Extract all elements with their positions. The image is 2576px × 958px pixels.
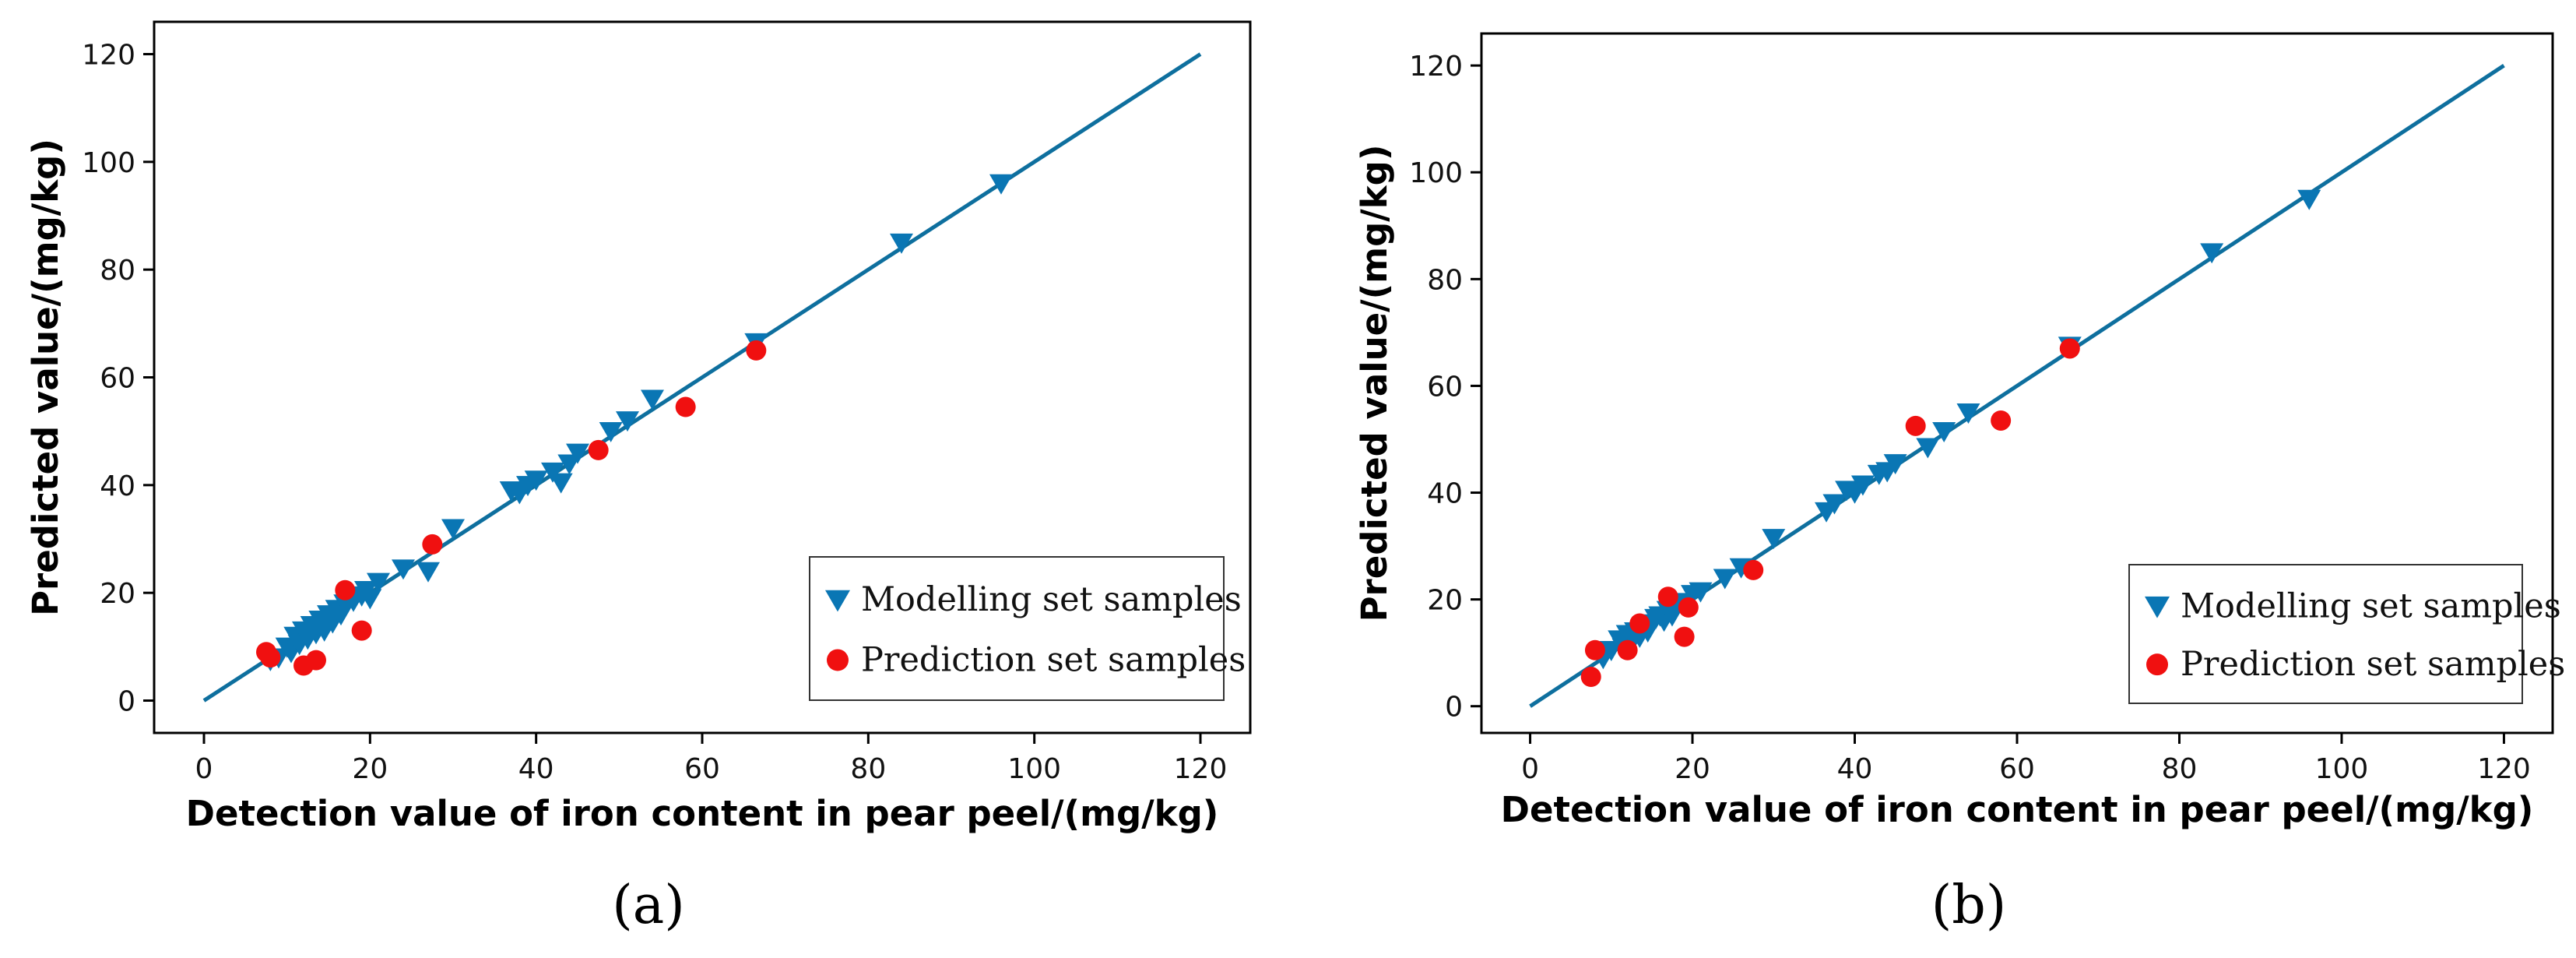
modelling-point: [1916, 438, 1940, 459]
modelling-point: [1932, 421, 1956, 442]
prediction-point: [422, 534, 443, 555]
x-tick-label: 40: [1837, 753, 1873, 785]
modelling-point: [1762, 529, 1786, 550]
prediction-point: [746, 340, 767, 361]
prediction-point: [675, 396, 696, 417]
modelling-point: [392, 559, 415, 580]
x-tick-label: 60: [684, 753, 720, 785]
modelling-point: [367, 572, 390, 593]
x-tick-label: 80: [850, 753, 886, 785]
modelling-point: [599, 421, 623, 442]
x-tick-label: 20: [352, 753, 388, 785]
legend-entry-prediction: Prediction set samples: [2181, 645, 2565, 684]
legend-marker-modelling: [2145, 596, 2170, 618]
modelling-point: [2200, 243, 2224, 264]
y-tick-label: 100: [82, 147, 135, 179]
prediction-point: [1905, 415, 1926, 436]
legend-marker-prediction: [827, 649, 849, 671]
chart-panel-b: 0 20 40 60 80 100 120 0 20 40 60 80 100 120 Modelling …: [1354, 32, 2565, 936]
prediction-point: [588, 439, 609, 460]
legend-box: [2128, 564, 2523, 704]
y-tick-label: 0: [1445, 692, 1463, 724]
legend-marker-modelling: [825, 590, 850, 612]
modelling-point: [358, 589, 382, 610]
y-tick-label: 80: [1427, 264, 1463, 296]
prediction-point: [1657, 586, 1678, 608]
prediction-point: [335, 579, 356, 601]
prediction-point: [1743, 559, 1764, 580]
x-axis-label: Detection value of iron content in pear …: [186, 793, 1219, 834]
modelling-point: [566, 443, 589, 464]
y-tick-label: 40: [100, 470, 135, 502]
y-tick-label: 40: [1427, 478, 1463, 510]
x-tick-label: 100: [2315, 753, 2369, 785]
modelling-point: [524, 470, 548, 491]
modelling-point: [416, 562, 440, 583]
x-tick-label: 60: [1999, 753, 2035, 785]
x-tick-label: 0: [195, 753, 213, 785]
prediction-point: [1674, 626, 1695, 647]
modelling-point: [989, 174, 1013, 195]
x-tick-label: 20: [1675, 753, 1710, 785]
x-tick-label: 120: [1174, 753, 1228, 785]
modelling-point: [1883, 454, 1907, 475]
prediction-point: [1580, 667, 1601, 688]
legend: Modelling set samples Prediction set samp…: [2128, 564, 2565, 704]
modelling-point: [1713, 569, 1737, 590]
prediction-point: [1629, 613, 1650, 634]
y-tick-label: 60: [1427, 371, 1463, 403]
legend-marker-prediction: [2146, 653, 2168, 676]
x-tick-label: 0: [1521, 753, 1539, 785]
y-tick-label: 20: [1427, 585, 1463, 617]
modelling-point: [441, 519, 465, 540]
prediction-point: [1584, 639, 1605, 660]
panel-label: (b): [1931, 875, 2007, 936]
x-axis-label: Detection value of iron content in pear …: [1501, 789, 2534, 830]
modelling-point: [2297, 189, 2321, 210]
modelling-point: [1956, 403, 1980, 424]
x-tick-label: 100: [1007, 753, 1061, 785]
modelling-point: [1689, 582, 1713, 603]
legend: Modelling set samples Prediction set samp…: [809, 556, 1246, 701]
prediction-point: [1617, 639, 1638, 660]
y-tick-label: 120: [1409, 51, 1463, 83]
y-axis-label: Predicted value/(mg/kg): [25, 139, 66, 616]
prediction-point: [1991, 410, 2012, 431]
panel-label: (a): [612, 875, 685, 936]
y-tick-label: 100: [1409, 157, 1463, 189]
prediction-point: [1678, 597, 1699, 618]
x-tick-label: 40: [518, 753, 554, 785]
y-tick-label: 80: [100, 255, 135, 287]
modelling-point: [1850, 475, 1875, 496]
modelling-point: [1822, 494, 1847, 515]
y-tick-label: 20: [100, 578, 135, 610]
y-tick-label: 0: [118, 686, 135, 718]
x-tick-label: 80: [2162, 753, 2198, 785]
modelling-point: [541, 462, 564, 483]
legend-entry-prediction: Prediction set samples: [861, 640, 1246, 679]
x-tick-label: 120: [2477, 753, 2531, 785]
prediction-point: [260, 647, 281, 668]
legend-box: [809, 556, 1225, 701]
prediction-point: [351, 620, 372, 641]
modelling-point: [616, 411, 639, 432]
y-axis-label: Predicted value/(mg/kg): [1354, 145, 1395, 622]
legend-entry-modelling: Modelling set samples: [2181, 586, 2561, 625]
modelling-point: [890, 233, 913, 254]
modelling-point: [549, 473, 573, 494]
chart-panel-a: 0 20 40 60 80 100 120 0 20 40 60 80 100 120 Modelling …: [25, 20, 1252, 936]
y-tick-label: 120: [82, 40, 135, 72]
prediction-point: [306, 650, 326, 671]
y-tick-label: 60: [100, 363, 135, 395]
legend-entry-modelling: Modelling set samples: [861, 580, 1242, 619]
modelling-point: [641, 389, 664, 410]
prediction-point: [2059, 338, 2080, 359]
